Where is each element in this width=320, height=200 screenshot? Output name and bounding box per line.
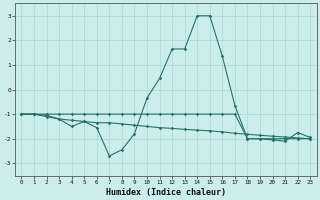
X-axis label: Humidex (Indice chaleur): Humidex (Indice chaleur) xyxy=(106,188,226,197)
